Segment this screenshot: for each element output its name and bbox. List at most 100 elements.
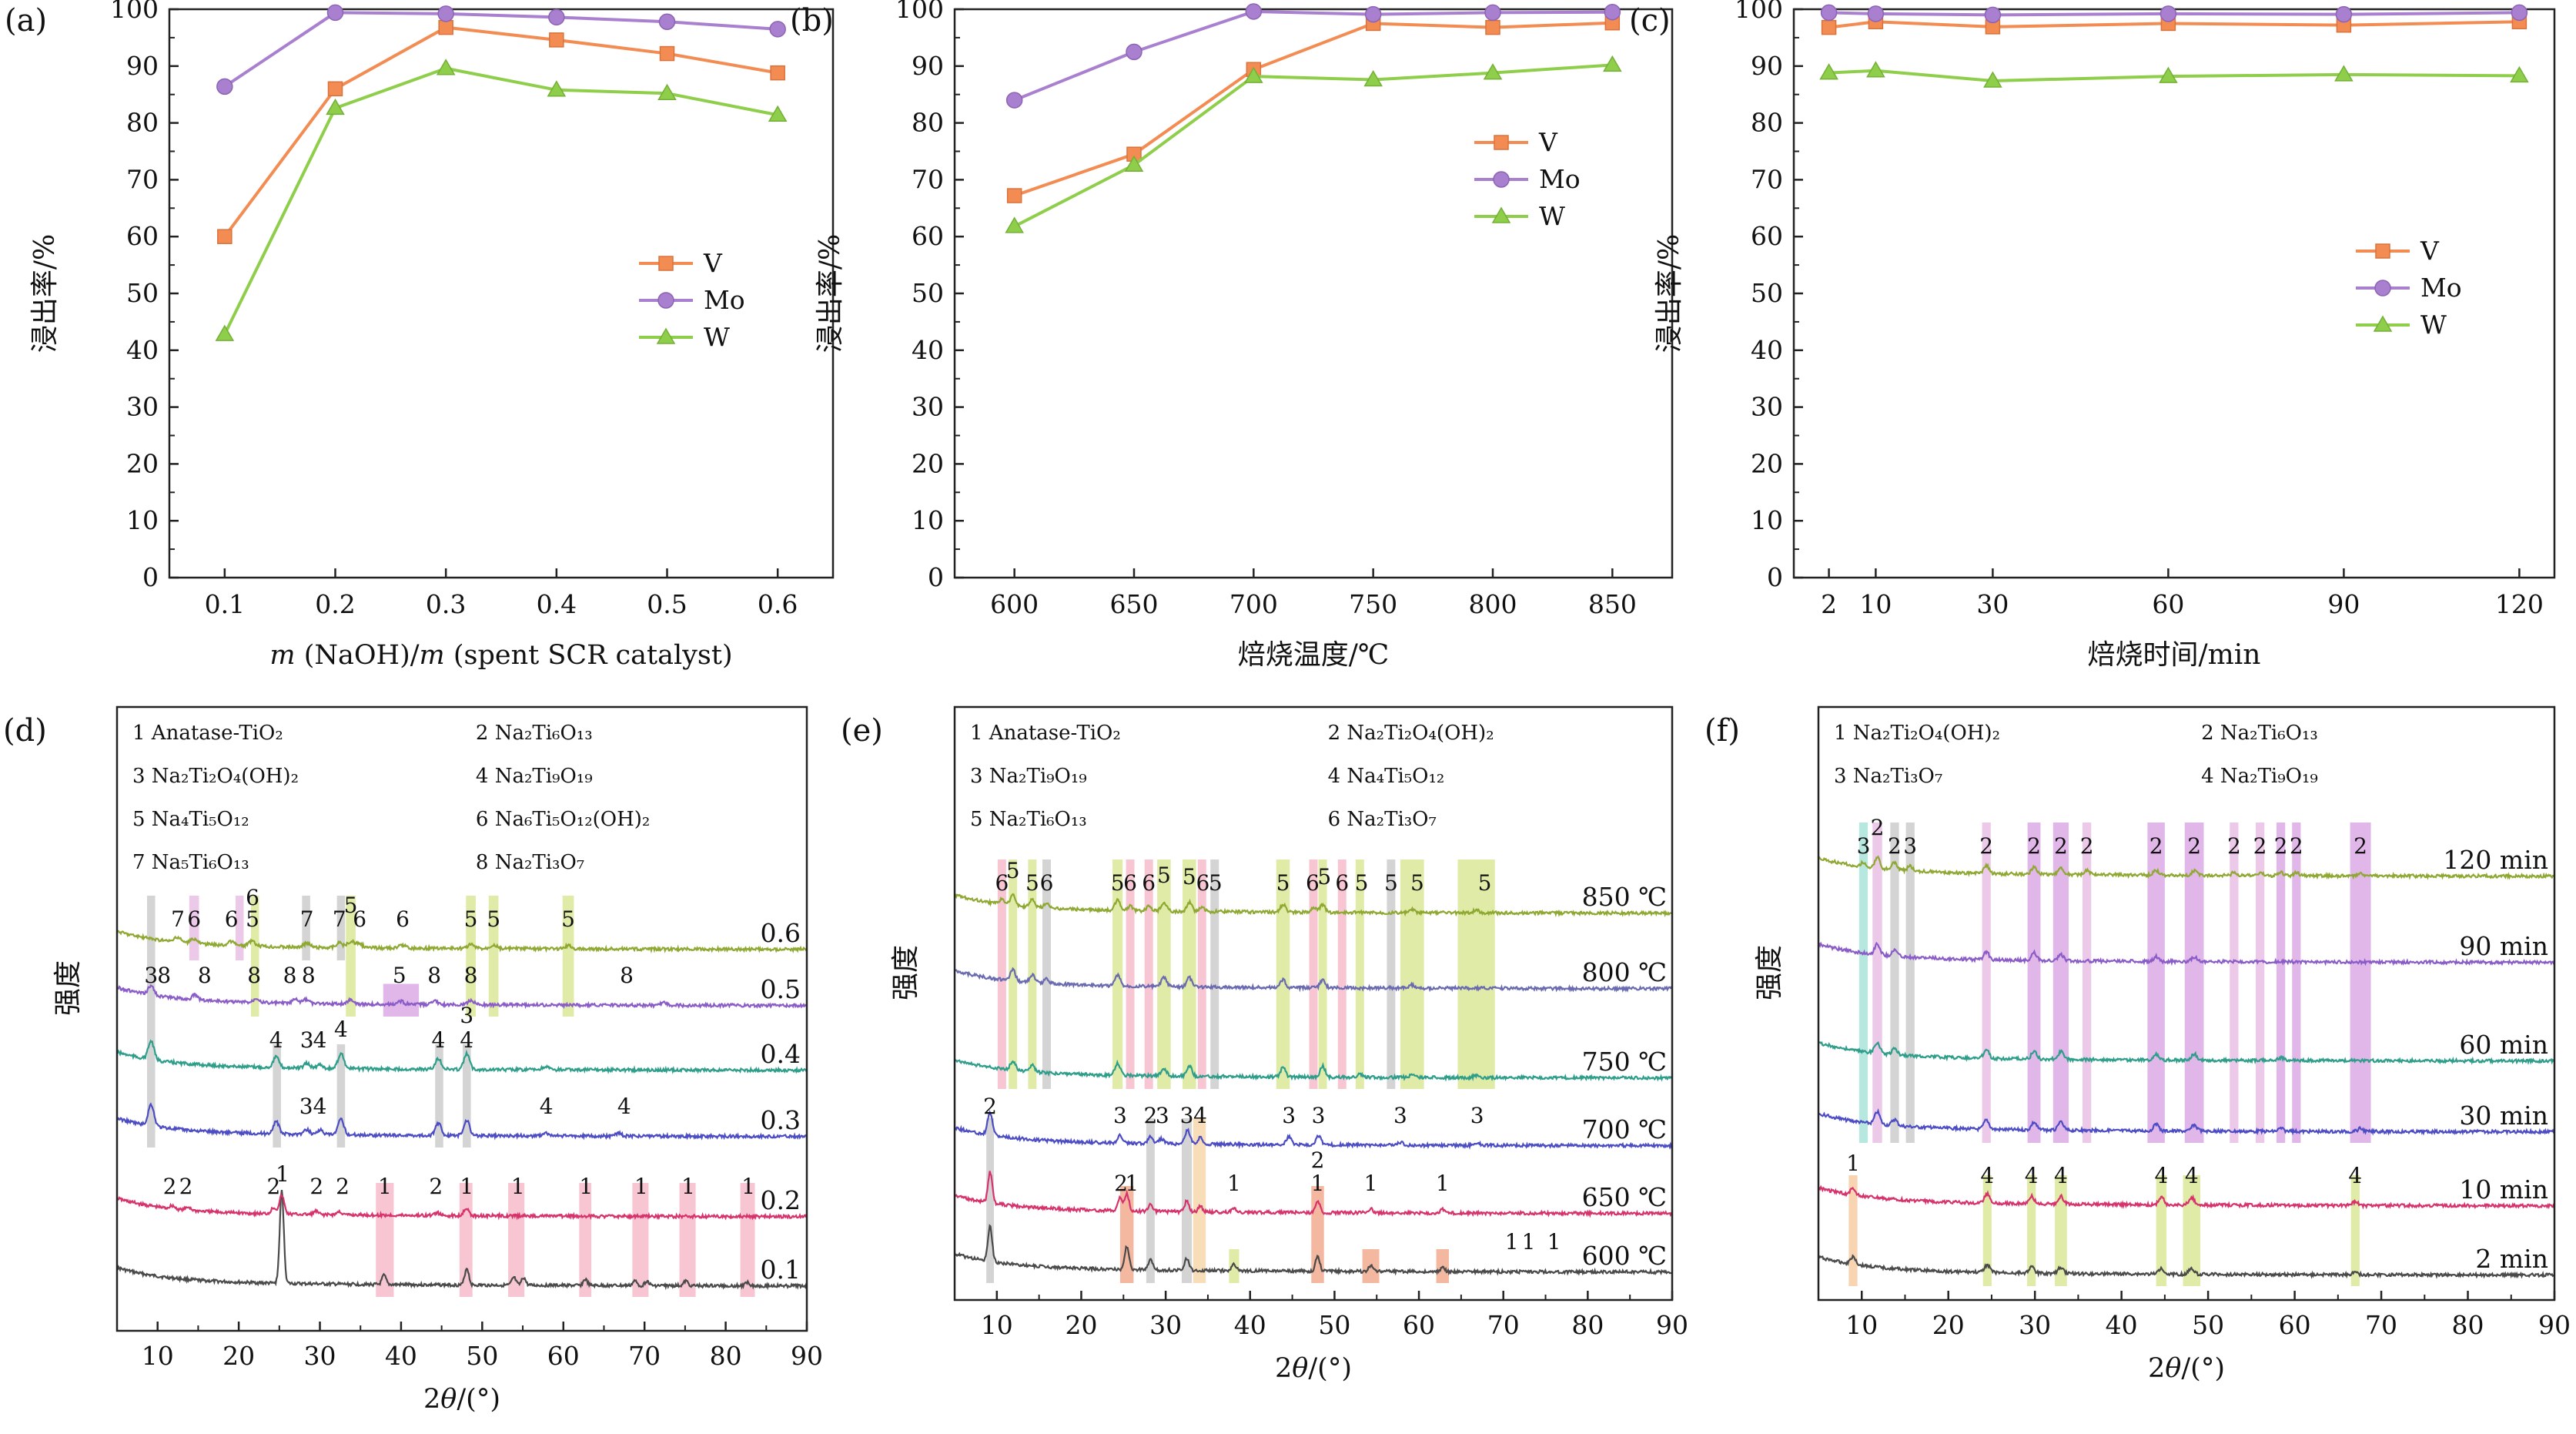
phase-legend-7: 7 Na₅Ti₆O₁₃: [132, 851, 249, 874]
phase-band: [2027, 1175, 2036, 1286]
phase-legend-1: 1 Anatase-TiO₂: [132, 722, 283, 745]
data-point-W: [1866, 61, 1885, 78]
data-point-W: [657, 83, 677, 100]
x-tick-label: 2: [1821, 589, 1837, 619]
peak-label: 6: [1123, 870, 1137, 896]
data-point-Mo: [326, 4, 344, 22]
trace-label: 650 ℃: [1582, 1182, 1667, 1212]
y-tick-label: 50: [912, 278, 944, 308]
peak-label: 1: [741, 1174, 755, 1199]
y-tick-label: 20: [912, 448, 944, 478]
plot-frame: [953, 705, 1674, 1302]
legend-marker-Mo: [1493, 171, 1510, 188]
peak-label: 2: [1871, 815, 1885, 840]
phase-band: [488, 896, 499, 1017]
peak-label: 5: [487, 906, 500, 932]
x-axis-label: 焙烧温度/℃: [1238, 639, 1389, 671]
peak-label: 4: [1980, 1163, 1994, 1188]
panel-label: (f): [1705, 713, 1740, 749]
peak-label: 2: [1888, 833, 1902, 859]
peak-label: 3: [1393, 1103, 1407, 1128]
plot-frame: [115, 705, 808, 1332]
peak-label: 1: [579, 1174, 593, 1199]
phase-band: [2276, 823, 2286, 1143]
trace-label: 600 ℃: [1582, 1241, 1667, 1271]
phase-band: [376, 1183, 394, 1297]
phase-band: [235, 896, 244, 960]
data-point-W: [547, 80, 567, 97]
phase-band: [1848, 1175, 1858, 1286]
peak-label: 2: [2187, 833, 2201, 859]
x-tick-label: 120: [2495, 589, 2544, 619]
peak-label: 4: [2054, 1163, 2068, 1188]
phase-band: [1457, 859, 1495, 1089]
phase-band: [1872, 823, 1882, 1143]
peak-label: 1: [460, 1174, 473, 1199]
x-tick-label: 70: [628, 1341, 661, 1371]
peak-label: 8: [198, 963, 212, 988]
legend-label-V: V: [1538, 127, 1558, 157]
data-point-Mo: [2511, 4, 2528, 22]
x-tick-label: 20: [1932, 1310, 1965, 1340]
y-tick-label: 40: [912, 335, 944, 365]
data-point-Mo: [1005, 92, 1023, 109]
phase-band: [463, 1044, 471, 1148]
peak-label: 3: [1312, 1103, 1326, 1128]
x-axis-label: m (NaOH)/m (spent SCR catalyst): [269, 640, 732, 671]
peak-label: 8: [427, 963, 441, 988]
peak-label: 5: [1317, 864, 1331, 890]
phase-band: [1858, 823, 1868, 1143]
y-tick-label: 70: [1751, 164, 1783, 194]
y-tick-label: 30: [912, 392, 944, 422]
trace-label: 2 min: [2475, 1244, 2548, 1274]
phase-band: [1982, 1175, 1992, 1286]
peak-label: 6: [396, 906, 410, 932]
peak-label: 6: [1306, 870, 1320, 896]
peak-label: 4: [334, 1017, 348, 1042]
peak-label: 2: [309, 1174, 323, 1199]
y-tick-label: 80: [126, 108, 159, 138]
legend-marker-W: [656, 327, 676, 344]
peak-label: 6: [1040, 870, 1054, 896]
peak-label: 5: [1183, 864, 1196, 890]
xrd-trace-850-℃: [954, 893, 1673, 918]
x-tick-label: 30: [2019, 1310, 2051, 1340]
legend-label-Mo: Mo: [2420, 273, 2462, 303]
peak-label: 2: [983, 1094, 997, 1119]
y-tick-label: 20: [126, 448, 159, 478]
data-point-W: [215, 324, 235, 341]
peak-label: 6: [1142, 870, 1156, 896]
peak-label: 4: [460, 1027, 473, 1053]
x-tick-label: 0.4: [537, 589, 577, 619]
line-panel-a: 0 10 20 30 40 50 60 70 80 90 100 0.1 0.2 0.3 0.4 0.5 0.6…: [5, 0, 835, 671]
x-axis-label: 2θ/(°): [1275, 1353, 1352, 1384]
x-tick-label: 40: [2106, 1310, 2138, 1340]
xrd-trace-30-min: [1818, 1107, 2555, 1136]
peak-label: 5: [246, 906, 259, 932]
phase-band: [1318, 859, 1327, 1089]
peak-label: 5: [1410, 870, 1424, 896]
x-tick-label: 0.1: [205, 589, 245, 619]
peak-label: 6: [353, 906, 366, 932]
y-tick-label: 50: [126, 278, 159, 308]
phase-legend-1: 1 Na₂Ti₂O₄(OH)₂: [1834, 722, 2000, 745]
x-tick-label: 10: [1859, 589, 1892, 619]
x-tick-label: 20: [1065, 1310, 1097, 1340]
data-point-Mo: [769, 21, 786, 38]
phase-band: [1387, 859, 1396, 1089]
phase-band: [2147, 823, 2165, 1143]
peak-label: 4: [313, 1027, 327, 1053]
peak-label: 5: [464, 906, 478, 932]
phase-band: [508, 1183, 525, 1297]
y-axis-label: 强度: [890, 945, 922, 1000]
y-tick-label: 90: [1751, 51, 1783, 81]
trace-label: 60 min: [2459, 1030, 2548, 1060]
peak-label: 2: [2054, 833, 2068, 859]
phase-band: [986, 1118, 994, 1283]
x-tick-label: 50: [2192, 1310, 2224, 1340]
peak-label: 3: [300, 1027, 314, 1053]
x-tick-label: 650: [1110, 589, 1159, 619]
data-point-W: [2334, 65, 2354, 82]
phase-band: [147, 896, 156, 1148]
xrd-trace-2-min: [1818, 1254, 2555, 1279]
